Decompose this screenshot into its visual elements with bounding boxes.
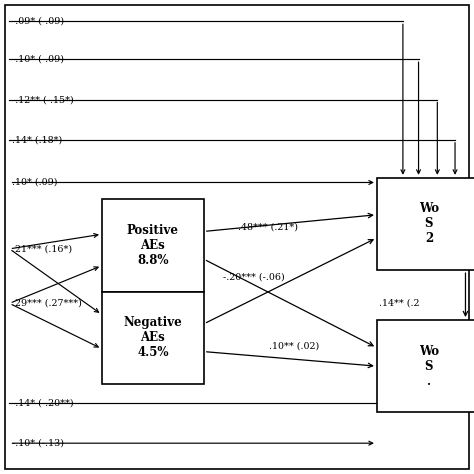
- Text: -.09* (-.09): -.09* (-.09): [12, 17, 64, 26]
- Text: Wo
S
2: Wo S 2: [419, 202, 439, 246]
- Bar: [377, 320, 474, 412]
- Bar: [102, 199, 204, 292]
- Text: -.10* (-.09): -.10* (-.09): [12, 55, 64, 64]
- Text: .21*** (.16*): .21*** (.16*): [12, 245, 72, 253]
- Text: .48*** (.21*): .48*** (.21*): [238, 223, 298, 232]
- Text: Positive
AEs
8.8%: Positive AEs 8.8%: [127, 224, 179, 267]
- Text: .29*** (.27***): .29*** (.27***): [12, 299, 82, 308]
- Text: .10** (.02): .10** (.02): [269, 342, 319, 350]
- Bar: [377, 178, 474, 270]
- Text: -.20*** (-.06): -.20*** (-.06): [223, 273, 284, 282]
- Text: .14* (.18*): .14* (.18*): [12, 136, 62, 144]
- Text: -.10* (-.13): -.10* (-.13): [12, 439, 64, 447]
- Text: Wo
S
.: Wo S .: [419, 345, 439, 388]
- Text: Negative
AEs
4.5%: Negative AEs 4.5%: [124, 316, 182, 359]
- Text: .10* (.09): .10* (.09): [12, 178, 57, 187]
- Bar: [102, 292, 204, 384]
- Text: -.12** (-.15*): -.12** (-.15*): [12, 95, 73, 104]
- Text: -.14* (-.20**): -.14* (-.20**): [12, 399, 73, 407]
- Text: .14** (.2: .14** (.2: [379, 299, 419, 308]
